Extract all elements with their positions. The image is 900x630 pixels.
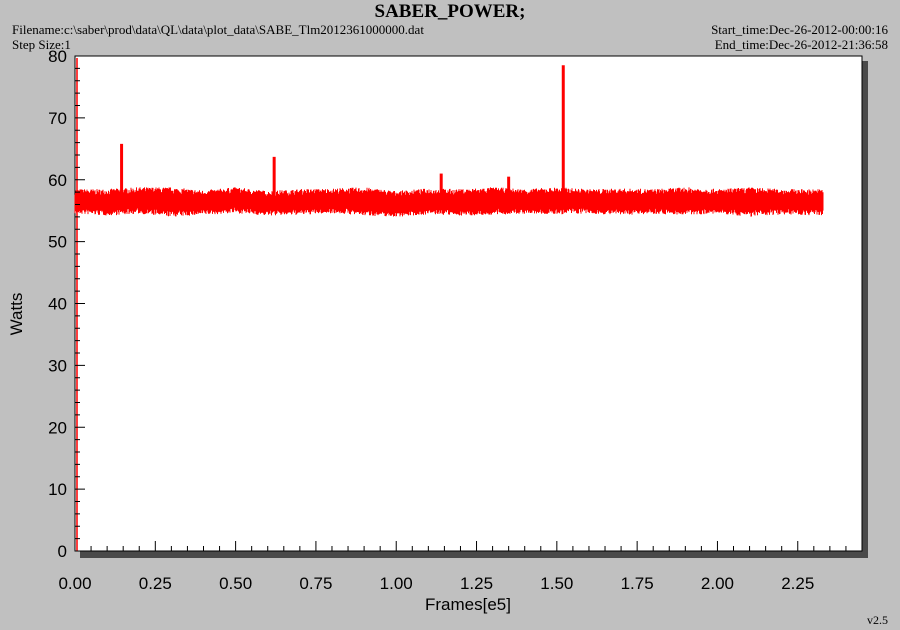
y-axis-label: Watts xyxy=(7,293,26,336)
x-tick-label: 2.00 xyxy=(701,574,734,593)
version-label: v2.5 xyxy=(867,613,888,627)
x-tick-label: 0.50 xyxy=(219,574,252,593)
y-tick-label: 10 xyxy=(48,480,67,499)
x-axis-label: Frames[e5] xyxy=(425,595,511,614)
end-time-label: End_time:Dec-26-2012-21:36:58 xyxy=(714,37,888,52)
axis-layer: 0 10 20 30 40 50 60 70 80 0.00 0.25 0.50 0.75 1.00 1.2… xyxy=(48,47,863,593)
x-tick-label: 1.50 xyxy=(540,574,573,593)
x-tick-label: 1.25 xyxy=(460,574,493,593)
series-band xyxy=(74,187,824,217)
plot-area xyxy=(74,55,863,552)
y-tick-label: 20 xyxy=(48,418,67,437)
step-size-label: Step Size:1 xyxy=(12,37,71,52)
x-tick-label: 0.00 xyxy=(58,574,91,593)
y-tick-label: 0 xyxy=(58,542,67,561)
y-tick-label: 50 xyxy=(48,233,67,252)
x-tick-label: 1.75 xyxy=(621,574,654,593)
filename-label: Filename:c:\saber\prod\data\QL\data\plot… xyxy=(12,22,424,37)
x-tick-label: 2.25 xyxy=(781,574,814,593)
x-tick-label: 0.75 xyxy=(299,574,332,593)
x-tick-label: 0.25 xyxy=(139,574,172,593)
series-layer xyxy=(74,65,824,217)
y-tick-label: 60 xyxy=(48,171,67,190)
x-tick-label: 1.00 xyxy=(380,574,413,593)
y-tick-label: 70 xyxy=(48,109,67,128)
y-tick-label: 30 xyxy=(48,356,67,375)
chart-title: SABER_POWER; xyxy=(374,1,526,22)
y-tick-label: 40 xyxy=(48,295,67,314)
start-time-label: Start_time:Dec-26-2012-00:00:16 xyxy=(711,22,888,37)
y-tick-label: 80 xyxy=(48,47,67,66)
